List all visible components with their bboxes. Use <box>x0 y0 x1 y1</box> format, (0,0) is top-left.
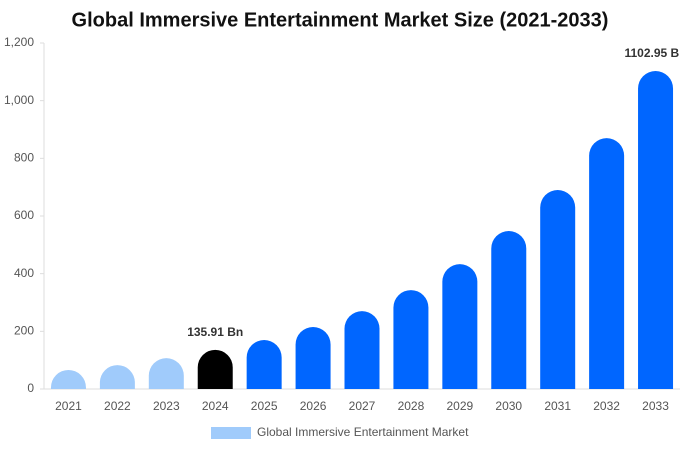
x-tick-label: 2029 <box>446 399 473 413</box>
bar <box>148 358 184 389</box>
y-tick-label: 1,000 <box>4 93 34 107</box>
bar <box>50 369 86 389</box>
legend-label: Global Immersive Entertainment Market <box>257 425 469 439</box>
value-label: 1102.95 Bn <box>625 46 680 60</box>
bar <box>393 290 429 389</box>
y-tick-label: 600 <box>14 208 34 222</box>
bar <box>589 138 625 389</box>
x-tick-label: 2021 <box>55 399 82 413</box>
bar <box>540 190 576 389</box>
bar <box>442 264 478 389</box>
y-tick-label: 200 <box>14 324 34 338</box>
x-tick-label: 2025 <box>251 399 278 413</box>
y-tick-label: 1,200 <box>4 35 34 49</box>
x-tick-label: 2026 <box>300 399 327 413</box>
x-tick-label: 2022 <box>104 399 131 413</box>
bar <box>638 70 674 389</box>
chart-title: Global Immersive Entertainment Market Si… <box>72 9 609 31</box>
x-tick-label: 2028 <box>398 399 425 413</box>
x-tick-label: 2031 <box>544 399 571 413</box>
bar <box>246 339 282 389</box>
bar <box>197 349 233 389</box>
bar <box>295 327 331 389</box>
bar <box>344 311 380 389</box>
bar <box>99 365 135 389</box>
x-tick-label: 2027 <box>349 399 376 413</box>
x-tick-label: 2024 <box>202 399 229 413</box>
y-tick-label: 400 <box>14 266 34 280</box>
x-tick-label: 2023 <box>153 399 180 413</box>
x-tick-label: 2032 <box>593 399 620 413</box>
value-label: 135.91 Bn <box>187 325 243 339</box>
bar <box>491 230 527 389</box>
x-tick-label: 2033 <box>642 399 669 413</box>
x-tick-label: 2030 <box>495 399 522 413</box>
y-tick-label: 800 <box>14 151 34 165</box>
legend-swatch <box>211 427 251 439</box>
y-tick-label: 0 <box>27 381 34 395</box>
